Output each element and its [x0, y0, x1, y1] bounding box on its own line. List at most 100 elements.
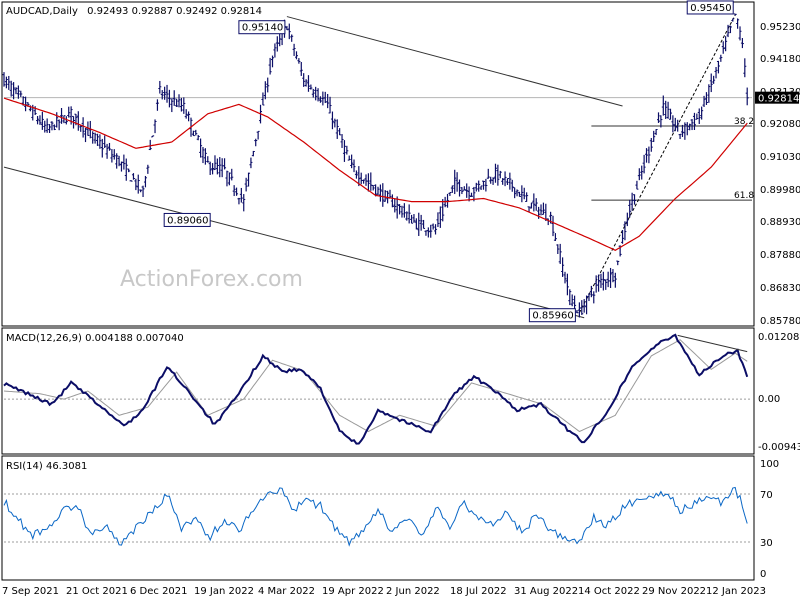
price-annotation-label: 0.85960	[532, 311, 573, 322]
price-bar	[119, 161, 123, 172]
price-bar	[448, 191, 452, 196]
price-bar	[371, 184, 375, 191]
price-annotation: 0.85960	[528, 308, 576, 323]
macd-layer	[3, 333, 752, 445]
macd-trendline	[677, 334, 748, 353]
macd-title: MACD(12,26,9) 0.004188 0.007040	[6, 333, 184, 344]
price-bar	[43, 120, 47, 133]
price-bar	[256, 130, 260, 140]
price-ohlc: 0.92493 0.92887 0.92492 0.92814	[87, 6, 262, 17]
price-bar	[172, 90, 176, 106]
price-bar	[235, 187, 239, 196]
x-tick-label: 19 Jan 2022	[194, 586, 254, 597]
price-bar	[251, 150, 255, 157]
price-bar	[688, 123, 692, 131]
watermark: ActionForex.com	[120, 267, 303, 292]
price-bar	[227, 172, 231, 186]
price-bar	[522, 187, 526, 200]
price-bar	[79, 124, 83, 132]
price-tick-label: 0.88930	[760, 217, 800, 228]
price-bar	[223, 158, 227, 170]
price-bar	[2, 72, 6, 87]
price-bar	[376, 186, 380, 196]
price-bar	[407, 204, 411, 224]
price-annotation: 0.89060	[163, 212, 211, 227]
price-bar	[261, 92, 265, 106]
macd-tick-label: 0.00	[758, 394, 780, 405]
moving-average-line	[3, 97, 748, 251]
price-bar	[388, 189, 392, 199]
price-bar	[558, 243, 562, 264]
price-bar	[611, 269, 615, 283]
price-bar	[103, 135, 107, 148]
price-bar	[640, 165, 644, 180]
price-bar	[218, 157, 222, 178]
price-bar	[529, 202, 533, 209]
price-bar	[165, 84, 169, 103]
price-bar	[127, 168, 131, 173]
price-bar	[697, 108, 701, 124]
price-bar	[438, 206, 442, 228]
price-tick-label: 0.91030	[760, 152, 800, 163]
x-tick-label: 7 Sep 2021	[2, 586, 59, 597]
price-bar	[194, 129, 198, 136]
price-bar	[146, 164, 150, 174]
price-bar	[565, 273, 569, 296]
rsi-panel-frame	[1, 455, 755, 581]
price-bar	[630, 192, 634, 211]
price-bar	[637, 168, 641, 181]
price-bar	[225, 170, 229, 187]
price-bar	[110, 149, 114, 163]
fib-level-label: 38.2	[734, 117, 754, 127]
price-bar	[347, 155, 351, 161]
price-bar	[426, 227, 430, 238]
price-bar	[268, 57, 272, 75]
price-bar	[664, 100, 668, 120]
price-bar	[685, 122, 689, 136]
price-tick-label: 0.87880	[760, 250, 800, 261]
x-tick-label: 12 Jan 2023	[706, 586, 766, 597]
price-bar	[352, 159, 356, 173]
price-bar	[378, 184, 382, 202]
channel-line	[286, 16, 623, 107]
price-bar	[153, 119, 157, 134]
price-bar	[292, 43, 296, 56]
price-bar	[141, 185, 145, 197]
x-tick-label: 6 Dec 2021	[130, 586, 188, 597]
price-bar	[405, 211, 409, 221]
price-bar	[460, 187, 464, 195]
price-annotation-label: 0.89060	[167, 215, 208, 226]
price-bar	[601, 271, 605, 291]
rsi-tick-label: 30	[760, 538, 773, 549]
price-panel-frame	[1, 1, 755, 327]
x-tick-label: 21 Oct 2021	[66, 586, 128, 597]
price-bar	[275, 36, 279, 52]
price-bar	[335, 119, 339, 139]
price-bar	[733, 13, 737, 16]
channel-line	[3, 166, 585, 319]
price-bar	[45, 118, 49, 133]
price-bar	[12, 82, 16, 100]
price-bar	[177, 94, 181, 108]
price-bar	[635, 180, 639, 190]
price-tick-label: 0.95230	[760, 22, 800, 33]
price-bar	[465, 183, 469, 198]
price-bar	[333, 118, 337, 128]
price-bar	[709, 73, 713, 93]
price-bar	[139, 189, 143, 193]
price-bar	[117, 155, 121, 167]
price-bar	[400, 205, 404, 218]
price-bar	[211, 163, 215, 175]
price-bar	[621, 230, 625, 244]
price-bar	[568, 289, 572, 306]
price-bar	[642, 154, 646, 174]
price-bar	[230, 168, 234, 181]
price-annotation: 0.95450	[686, 0, 734, 15]
price-bar	[242, 194, 246, 212]
price-bar	[107, 142, 111, 151]
price-bar	[81, 117, 85, 138]
price-bar	[179, 97, 183, 112]
price-bar	[604, 279, 608, 290]
price-bar	[633, 194, 637, 205]
price-bar	[100, 138, 104, 158]
